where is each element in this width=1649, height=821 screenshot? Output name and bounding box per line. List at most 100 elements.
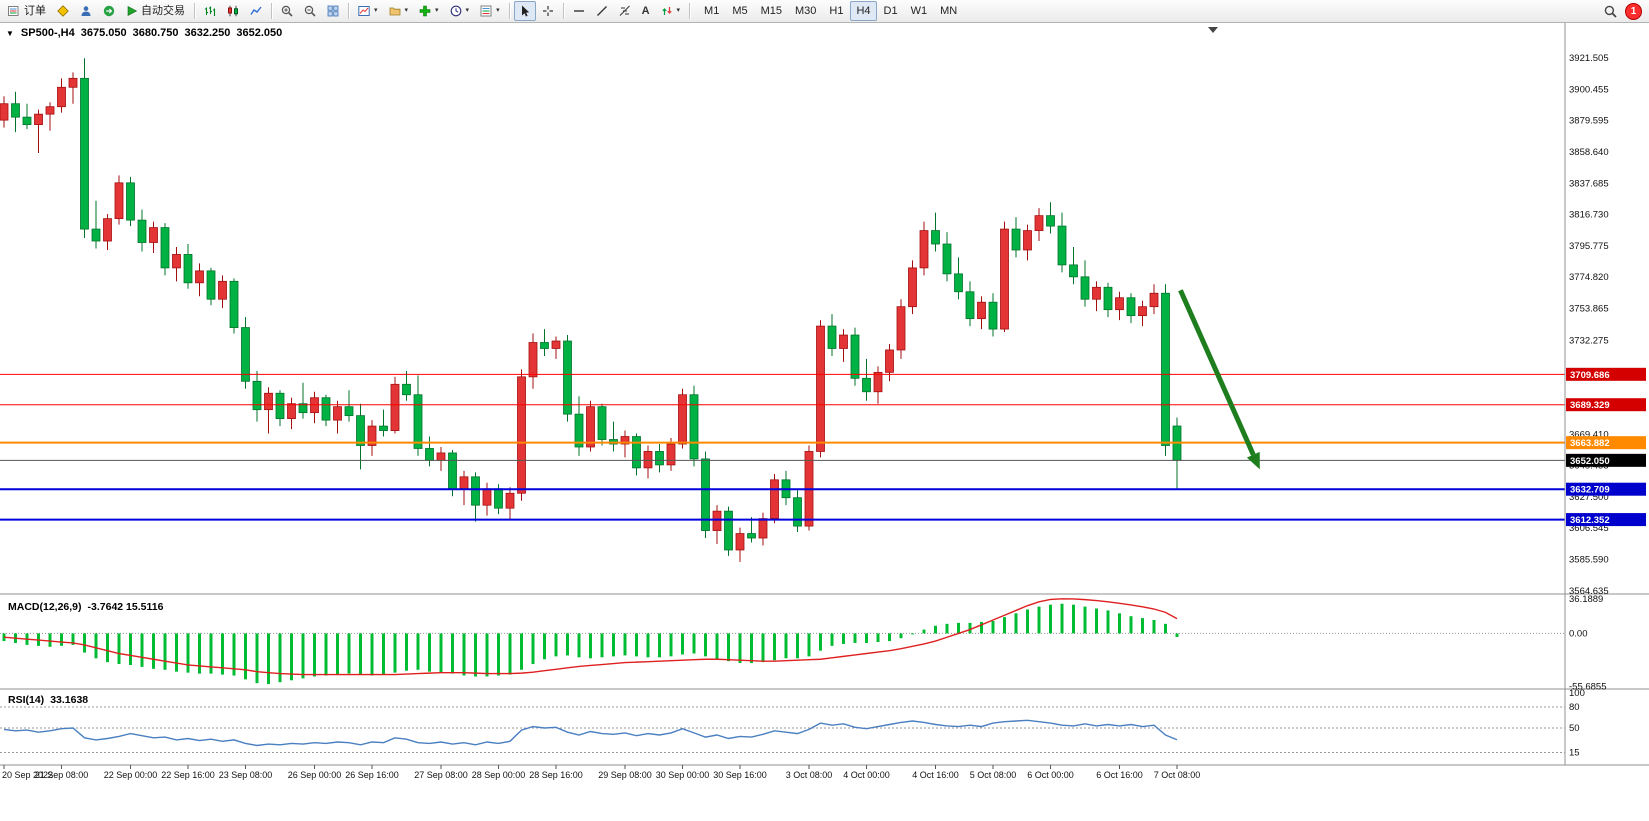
templates-icon [480,5,492,17]
svg-text:3 Oct 08:00: 3 Oct 08:00 [786,770,833,780]
fibonacci-icon [619,5,630,16]
timeframe-M1[interactable]: M1 [698,1,725,21]
svg-text:21 Sep 08:00: 21 Sep 08:00 [35,770,89,780]
notification-badge[interactable]: 1 [1625,2,1642,20]
timeframe-MN[interactable]: MN [934,1,963,21]
market-watch-icon [57,5,69,17]
svg-text:100: 100 [1569,688,1585,699]
indicators-button[interactable]: ▾ [414,1,444,21]
timeframe-M15[interactable]: M15 [755,1,788,21]
svg-text:36.1889: 36.1889 [1569,594,1603,605]
terminal-icon [103,5,115,17]
new-chart-button[interactable]: ▾ [353,1,383,21]
search-button[interactable] [1599,1,1622,21]
autotrading-label: 自动交易 [141,5,185,17]
zoom-out-button[interactable] [299,1,321,21]
chart-symbol-period: SP500-,H4 [20,27,75,39]
rsi-indicator-label: RSI(14) 33.1638 [8,694,89,706]
chevron-down-icon: ▾ [676,7,681,14]
toolbar-separator [508,3,510,19]
chart-shift-marker[interactable] [1208,27,1218,33]
svg-text:3663.882: 3663.882 [1570,438,1610,449]
svg-text:3564.635: 3564.635 [1569,586,1609,597]
zoom-in-icon [281,5,293,17]
line-chart-button[interactable] [245,1,267,21]
navigator-button[interactable] [75,1,97,21]
terminal-button[interactable] [98,1,120,21]
price-level-lines[interactable] [0,373,1565,521]
text-tool-label: A [641,5,650,17]
candlestick-chart-icon [228,5,238,17]
navigator-person-icon [81,6,91,16]
new-order-label: 订单 [24,5,46,17]
trendline-button[interactable] [591,1,613,21]
arrows-tool-button[interactable]: ▾ [656,1,686,21]
svg-text:3612.352: 3612.352 [1570,515,1610,526]
indicators-plus-icon [419,5,431,17]
zoom-in-button[interactable] [276,1,298,21]
toolbar-separator [271,3,272,19]
panel-separators [0,23,1649,766]
macd-panel[interactable] [0,598,1565,685]
svg-text:28 Sep 16:00: 28 Sep 16:00 [529,770,583,780]
chevron-down-icon: ▾ [435,7,439,14]
new-chart-icon [358,6,370,16]
templates-button[interactable]: ▾ [475,1,505,21]
market-watch-button[interactable] [52,1,74,21]
profiles-folder-icon [389,7,400,16]
cursor-button[interactable] [513,1,536,21]
svg-text:7 Oct 08:00: 7 Oct 08:00 [1154,770,1201,780]
svg-text:30 Sep 00:00: 30 Sep 00:00 [656,770,710,780]
rsi-panel[interactable] [0,706,1565,753]
candlestick-chart[interactable]: 3921.505 3900.455 3879.595 3858.640 3837.685… [0,23,1649,821]
svg-text:3669.410: 3669.410 [1569,429,1609,440]
chevron-down-icon: ▾ [374,7,378,14]
periods-button[interactable]: ▾ [445,1,475,21]
toolbar-separator [562,3,564,19]
candlestick-chart-button[interactable] [222,1,244,21]
chart-close-value: 3652.050 [236,27,283,39]
timeframe-M5[interactable]: M5 [726,1,753,21]
trend-arrow-annotation[interactable] [1178,289,1260,470]
chevron-down-icon: ▾ [496,7,500,14]
svg-text:3652.050: 3652.050 [1570,456,1610,467]
tile-windows-icon [327,5,339,17]
svg-text:3879.595: 3879.595 [1569,116,1609,127]
autotrading-icon [127,6,138,16]
svg-text:4 Oct 16:00: 4 Oct 16:00 [912,770,959,780]
svg-text:3632.709: 3632.709 [1570,485,1610,496]
timeframe-H1[interactable]: H1 [823,1,849,21]
horizontal-line-icon [573,10,584,12]
chart-ohlc-info: ▼ SP500-,H4 3675.050 3680.750 3632.250 3… [6,27,282,39]
autotrading-button[interactable]: 自动交易 [121,1,190,21]
fibonacci-button[interactable] [614,1,636,21]
svg-text:3709.686: 3709.686 [1570,370,1610,381]
new-order-button[interactable]: 订单 [3,1,51,21]
toolbar: 订单 自动交易 ▾ ▾ ▾ [0,0,1649,23]
svg-text:80: 80 [1569,702,1580,713]
svg-text:28 Sep 00:00: 28 Sep 00:00 [472,770,526,780]
timeframe-H4[interactable]: H4 [850,1,877,21]
profiles-button[interactable]: ▾ [384,1,414,21]
timeframe-W1[interactable]: W1 [905,1,934,21]
price-level-tags: 3709.686 3689.329 3663.882 3652.050 3632.709… [1566,367,1646,527]
tile-windows-button[interactable] [322,1,344,21]
chevron-down-icon: ▾ [465,7,470,14]
arrows-tool-icon [661,7,672,15]
svg-text:4 Oct 00:00: 4 Oct 00:00 [843,770,890,780]
horizontal-line-button[interactable] [568,1,590,21]
timeframe-D1[interactable]: D1 [878,1,904,21]
svg-text:15: 15 [1569,748,1580,759]
svg-text:3753.865: 3753.865 [1569,303,1609,314]
svg-text:22 Sep 16:00: 22 Sep 16:00 [161,770,215,780]
text-tool-button[interactable]: A [637,1,655,21]
svg-text:3921.505: 3921.505 [1569,53,1609,64]
svg-text:3732.275: 3732.275 [1569,336,1609,347]
svg-text:50: 50 [1569,723,1580,734]
toolbar-separator [689,3,691,19]
svg-text:30 Sep 16:00: 30 Sep 16:00 [713,770,767,780]
timeframe-M30[interactable]: M30 [789,1,822,21]
bar-chart-button[interactable] [199,1,221,21]
crosshair-button[interactable] [537,1,559,21]
